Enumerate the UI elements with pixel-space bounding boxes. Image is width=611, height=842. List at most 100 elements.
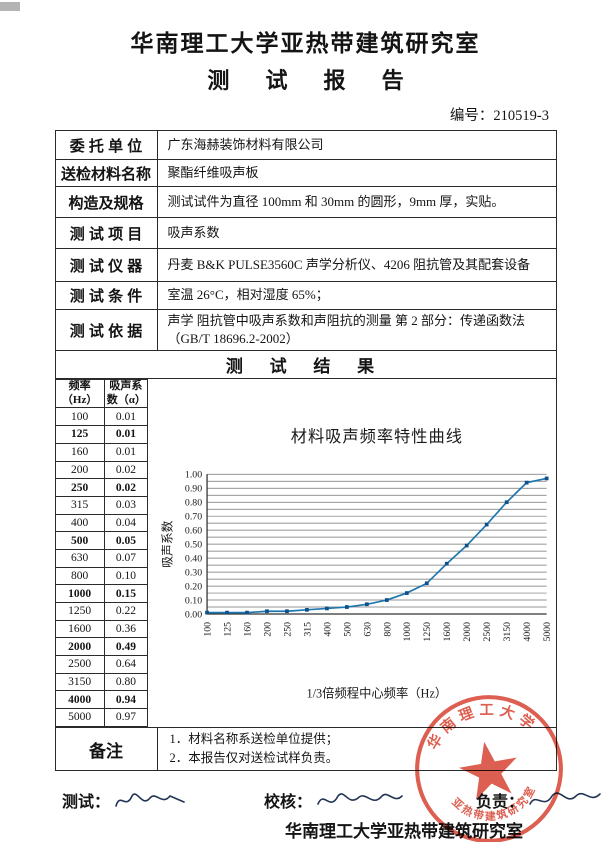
data-point-marker: [384, 598, 389, 602]
alpha-value: 0.02: [103, 460, 149, 480]
freq-value: 400: [54, 513, 105, 533]
alpha-value: 0.80: [103, 672, 149, 692]
info-row: 测 试 项 目吸声系数: [54, 217, 557, 249]
report-number-label: 编号：: [449, 108, 494, 124]
data-point-marker: [265, 609, 269, 614]
alpha-value: 0.07: [103, 548, 149, 568]
supervisor-signature: 负责：: [476, 786, 604, 812]
info-row-label: 测 试 依 据: [54, 308, 158, 352]
y-tick-label: 0.70: [185, 512, 202, 523]
alpha-value: 0.01: [103, 425, 149, 444]
data-point-marker: [404, 591, 409, 595]
data-point-marker: [285, 609, 289, 614]
absorption-curve: [207, 477, 547, 614]
absorption-row: 2000 0.49: [54, 637, 149, 657]
freq-value: 3150: [54, 672, 105, 692]
x-tick-label: 1000: [402, 622, 413, 642]
absorption-row: 200 0.02: [54, 460, 149, 480]
absorption-row: 250 0.02: [54, 478, 149, 497]
report-number: 编号：210519-3: [0, 104, 611, 125]
freq-value: 5000: [54, 708, 105, 727]
info-row: 构造及规格 测试试件为直径 100mm 和 30mm 的圆形，9mm 厚，实贴。: [54, 186, 557, 218]
absorption-row: 1600 0.36: [54, 619, 149, 639]
freq-value: 1600: [54, 619, 105, 639]
org-title: 华南理工大学亚热带建筑研究室: [130, 30, 481, 56]
x-tick-label: 250: [282, 622, 293, 637]
alpha-value: 0.64: [103, 655, 149, 674]
alpha-value: 0.03: [103, 495, 149, 515]
info-row: 测 试 依 据声学 阻抗管中吸声系数和声阻抗的测量 第 2 部分：传递函数法（G…: [54, 308, 557, 352]
freq-value: 2500: [54, 655, 105, 674]
freq-value: 800: [54, 566, 105, 586]
scan-artifact-mark: [0, 2, 20, 11]
remark-line: 2．本报告仅对送检试样负责。: [169, 751, 339, 766]
absorption-row: 4000 0.94: [54, 690, 149, 710]
info-row: 送检材料名称 聚酯纤维吸声板: [54, 159, 557, 187]
report-table: 委 托 单 位广东海赫装饰材料有限公司 送检材料名称 聚酯纤维吸声板 构造及规格 测试试…: [54, 130, 557, 771]
y-tick-label: 0.60: [185, 526, 202, 537]
info-row: 测 试 条 件室温 26°C，相对湿度 65%；: [54, 281, 557, 310]
data-point-marker: [444, 561, 449, 566]
remarks-label: 备注: [54, 727, 158, 771]
freq-column-header: 频率 （Hz）: [54, 378, 105, 409]
x-tick-label: 200: [262, 622, 273, 637]
alpha-value: 0.01: [103, 407, 149, 427]
y-axis-label: 吸声系数: [161, 520, 175, 567]
remark-line: 1．材料名称系送检单位提供；: [169, 732, 339, 747]
y-tick-label: 0.40: [185, 554, 202, 565]
alpha-value: 0.04: [103, 513, 149, 533]
data-point-marker: [345, 605, 349, 609]
y-tick-label: 0.00: [185, 609, 202, 620]
x-tick-label: 500: [342, 622, 353, 637]
x-tick-label: 800: [382, 622, 393, 637]
y-tick-label: 0.20: [185, 581, 202, 592]
absorption-row: 500 0.05: [54, 531, 149, 550]
tester-label: 测试：: [62, 793, 111, 811]
data-point-marker: [504, 500, 509, 505]
data-point-marker: [305, 607, 309, 612]
info-row-value: 室温 26°C，相对湿度 65%；: [156, 281, 557, 310]
freq-value: 250: [54, 478, 105, 497]
info-row-value: 声学 阻抗管中吸声系数和声阻抗的测量 第 2 部分：传递函数法（GB/T 186…: [156, 308, 557, 352]
tester-signature: 测试：: [62, 786, 198, 812]
freq-value: 4000: [54, 690, 105, 710]
info-row-value: 聚酯纤维吸声板: [156, 159, 557, 187]
info-row-value: 吸声系数: [156, 217, 557, 249]
signature-row: 测试： 校核： 负责：: [62, 780, 611, 812]
checker-signature: 校核：: [264, 786, 406, 812]
alpha-value: 0.36: [103, 619, 149, 639]
issuing-org-name: 华南理工大学亚热带建筑研究室: [285, 821, 523, 841]
checker-label: 校核：: [264, 793, 313, 811]
tester-handwriting: [115, 793, 185, 807]
data-point-marker: [325, 606, 329, 611]
alpha-value: 0.94: [103, 690, 149, 710]
absorption-row: 2500 0.64: [54, 655, 149, 674]
report-title: 测 试 报 告: [207, 68, 419, 93]
alpha-column-header: 吸声系 数（α）: [103, 378, 149, 409]
alpha-value: 0.22: [103, 602, 149, 621]
x-tick-label: 400: [322, 622, 333, 637]
absorption-row: 315 0.03: [54, 495, 149, 515]
info-row-label: 送检材料名称: [54, 159, 158, 187]
report-number-value: 210519-3: [493, 108, 549, 124]
checker-handwriting: [317, 793, 403, 805]
absorption-row: 1000 0.15: [54, 584, 149, 603]
results-area: 频率 （Hz） 吸声系 数（α） 100 0.01 125 0.01 160 0.01 200 0…: [54, 378, 557, 729]
freq-value: 125: [54, 425, 105, 444]
data-point-marker: [484, 522, 489, 527]
y-tick-label: 0.90: [185, 484, 202, 495]
absorption-row: 100 0.01: [54, 407, 149, 427]
x-tick-label: 160: [242, 622, 253, 637]
x-tick-label: 1250: [422, 622, 433, 642]
info-row-label: 构造及规格: [54, 186, 158, 218]
x-tick-label: 2500: [482, 622, 493, 642]
x-tick-label: 2000: [462, 622, 473, 642]
absorption-row: 125 0.01: [54, 425, 149, 444]
y-tick-label: 0.30: [185, 567, 202, 578]
freq-value: 1250: [54, 602, 105, 621]
x-tick-label: 3150: [502, 622, 513, 642]
absorption-row: 630 0.07: [54, 548, 149, 568]
data-point-marker: [524, 480, 529, 485]
alpha-value: 0.49: [103, 637, 149, 657]
